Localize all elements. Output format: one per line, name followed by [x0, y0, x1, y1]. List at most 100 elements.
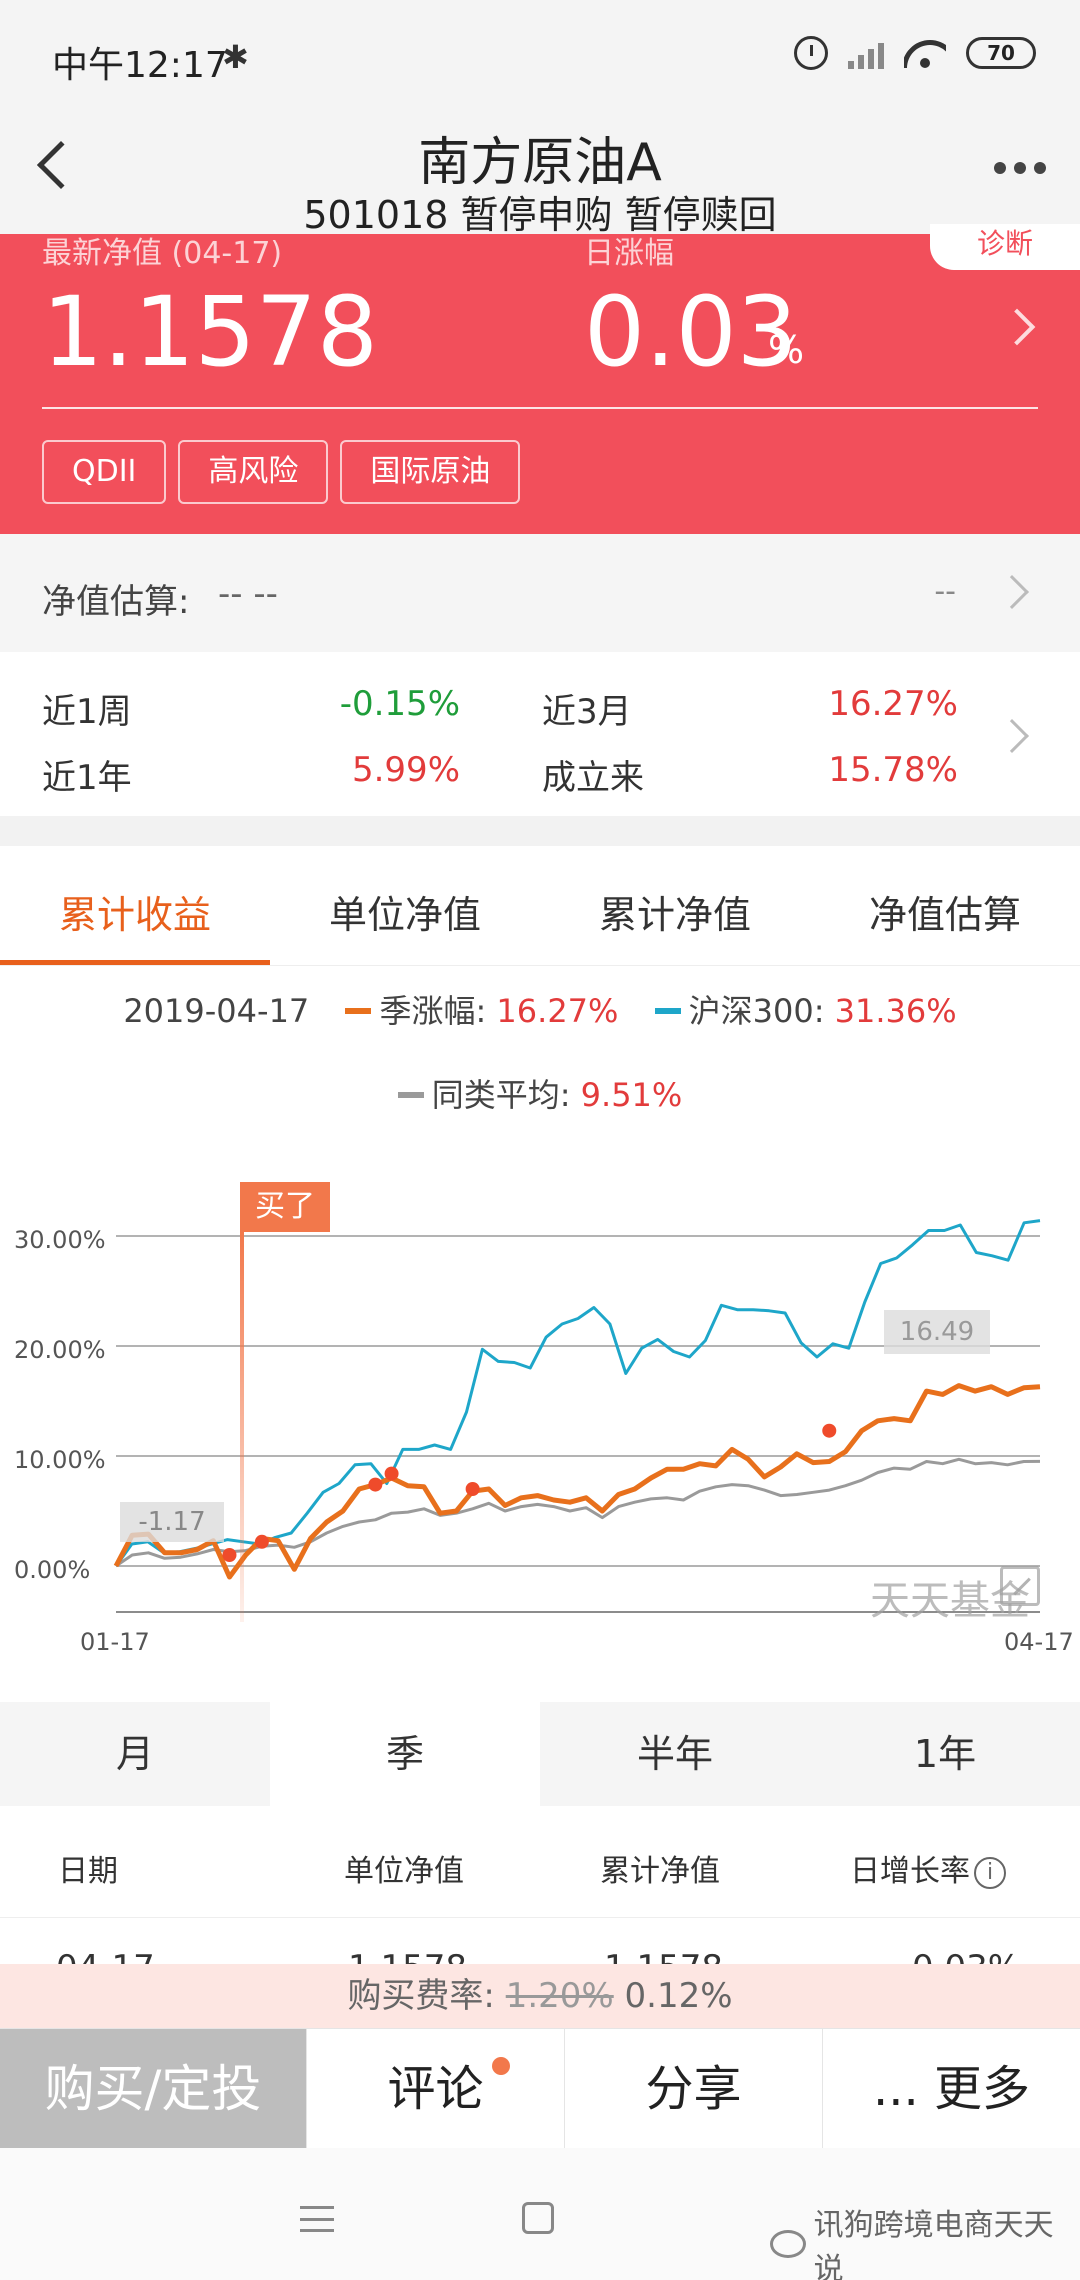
wifi-icon: [904, 38, 946, 68]
tag-intl-oil[interactable]: 国际原油: [340, 440, 521, 504]
bluetooth-icon: ✱: [222, 38, 249, 76]
chart-tooltip-left: -1.17: [120, 1502, 224, 1542]
daily-change-unit: %: [768, 328, 805, 372]
return-chart[interactable]: 30.00% 20.00% 10.00% 0.00% 01-17 04-17 买…: [0, 1150, 1080, 1670]
trade-marker: [465, 1482, 480, 1496]
series-line-1: [114, 1219, 1041, 1567]
chart-tooltip-right: 16.49: [884, 1310, 990, 1354]
perf-value: -0.15%: [339, 684, 460, 724]
page-title: 南方原油A: [418, 133, 662, 193]
series-line-2: [115, 1457, 1041, 1568]
buy-marker-tag: 买了: [240, 1182, 330, 1232]
notification-dot: [492, 2057, 510, 2075]
status-bar: 中午12:17 ✱ 70: [0, 0, 1080, 116]
estimate-label: 净值估算:: [42, 582, 190, 622]
perf-value: 15.78%: [828, 750, 958, 790]
period-quarter[interactable]: 季: [270, 1702, 540, 1806]
tab-underline: [0, 960, 270, 965]
estimate-change: --: [934, 574, 956, 609]
section-gap: [0, 816, 1080, 846]
wechat-account-name: 讯狗跨境电商天天说: [813, 2208, 1054, 2280]
estimate-value: -- --: [218, 574, 278, 614]
comment-label: 评论: [387, 2061, 484, 2117]
performance-grid[interactable]: 近1周 -0.15% 近3月 16.27% 近1年 5.99% 成立来 15.7…: [0, 656, 1080, 816]
status-icons: 70: [794, 36, 1036, 70]
nav-summary-panel[interactable]: 最新净值 (04-17) 日涨幅 诊断 1.1578 0.03 % QDII 高…: [0, 224, 1080, 534]
menu-icon[interactable]: [300, 2206, 334, 2232]
perf-label: 近1周: [42, 692, 132, 732]
wechat-watermark: 讯狗跨境电商天天说: [770, 2200, 1080, 2280]
signal-icon: [848, 37, 884, 69]
chevron-right-icon[interactable]: [995, 719, 1029, 753]
divider: [42, 407, 1038, 409]
home-icon[interactable]: [522, 2202, 554, 2234]
diagnose-button[interactable]: 诊断: [930, 224, 1080, 270]
legend-date: 2019-04-17: [123, 992, 310, 1030]
nav-estimate-row[interactable]: 净值估算: -- -- --: [0, 534, 1080, 652]
expand-icon[interactable]: [1000, 1566, 1040, 1606]
y-tick-label: 30.00%: [14, 1226, 106, 1254]
page-subtitle: 501018 暂停申购 暂停赎回: [303, 193, 777, 237]
wechat-icon: [770, 2230, 806, 2258]
info-icon[interactable]: i: [974, 1856, 1006, 1889]
col-date: 日期: [58, 1854, 118, 1889]
fee-discounted: 0.12%: [624, 1976, 733, 2016]
legend-swatch: [654, 1008, 681, 1014]
latest-nav-value: 1.1578: [42, 276, 378, 388]
tab-unit-nav[interactable]: 单位净值: [328, 893, 481, 937]
daily-change-value: 0.03: [584, 276, 798, 388]
daily-change-label: 日涨幅: [584, 236, 674, 271]
legend-value: 31.36%: [834, 992, 957, 1030]
fund-tags: QDII 高风险 国际原油: [42, 440, 521, 504]
comment-button[interactable]: 评论: [306, 2029, 564, 2149]
buy-button[interactable]: 购买/定投: [0, 2029, 306, 2149]
x-end-label: 04-17: [1004, 1628, 1074, 1656]
trade-marker: [368, 1477, 383, 1492]
system-nav-bar: 讯狗跨境电商天天说: [0, 2148, 1080, 2280]
chart-tabs: 累计收益 单位净值 累计净值 净值估算: [0, 846, 1080, 966]
trade-marker: [822, 1423, 837, 1438]
y-tick-label: 20.00%: [14, 1336, 106, 1364]
share-button[interactable]: 分享: [564, 2029, 822, 2149]
status-time: 中午12:17: [52, 45, 228, 86]
perf-label: 成立来: [542, 758, 644, 798]
fee-original: 1.20%: [505, 1976, 614, 2016]
chart-canvas: [113, 1219, 1041, 1613]
tab-accum-nav[interactable]: 累计净值: [598, 893, 751, 937]
legend-name: 季涨幅:: [379, 992, 487, 1030]
x-start-label: 01-17: [80, 1628, 150, 1656]
more-button[interactable]: ... 更多: [822, 2029, 1080, 2149]
more-icon[interactable]: [994, 162, 1046, 174]
col-daily-growth-label: 日增长率: [850, 1854, 970, 1889]
legend-name: 沪深300:: [688, 992, 825, 1030]
perf-label: 近1年: [42, 758, 132, 798]
nav-table-header: 日期 单位净值 累计净值 日增长率 i: [0, 1808, 1080, 1918]
period-month[interactable]: 月: [115, 1732, 154, 1776]
col-unit-nav: 单位净值: [344, 1854, 464, 1889]
legend-value: 9.51%: [580, 1076, 683, 1114]
series-line-0: [113, 1383, 1041, 1580]
legend-value: 16.27%: [496, 992, 619, 1030]
cell-accum-nav: 1.1578: [604, 1948, 723, 1966]
tab-cumulative-return[interactable]: 累计收益: [58, 893, 211, 937]
buy-marker-line: [240, 1232, 244, 1622]
perf-value: 5.99%: [351, 750, 460, 790]
fee-bar: 购买费率: 1.20% 0.12%: [0, 1964, 1080, 2028]
tab-nav-estimate[interactable]: 净值估算: [868, 893, 1021, 937]
period-half-year[interactable]: 半年: [636, 1732, 713, 1776]
perf-label: 近3月: [542, 692, 632, 732]
tag-qdii[interactable]: QDII: [42, 440, 167, 504]
chevron-right-icon[interactable]: [998, 308, 1036, 346]
battery-icon: 70: [966, 37, 1036, 69]
period-year[interactable]: 1年: [913, 1732, 977, 1776]
legend-swatch: [397, 1092, 424, 1098]
fee-label: 购买费率:: [347, 1976, 495, 2016]
alarm-icon: [794, 36, 828, 70]
chart-legend: 2019-04-17 季涨幅: 16.27% 沪深300: 31.36%: [0, 986, 1080, 1032]
col-daily-growth: 日增长率 i: [850, 1846, 1006, 1890]
tag-high-risk[interactable]: 高风险: [178, 440, 329, 504]
trade-marker: [384, 1466, 399, 1481]
chevron-right-icon[interactable]: [995, 575, 1029, 609]
nav-header: 南方原油A 501018 暂停申购 暂停赎回: [0, 116, 1080, 237]
action-bar: 购买/定投 评论 分享 ... 更多: [0, 2028, 1080, 2149]
